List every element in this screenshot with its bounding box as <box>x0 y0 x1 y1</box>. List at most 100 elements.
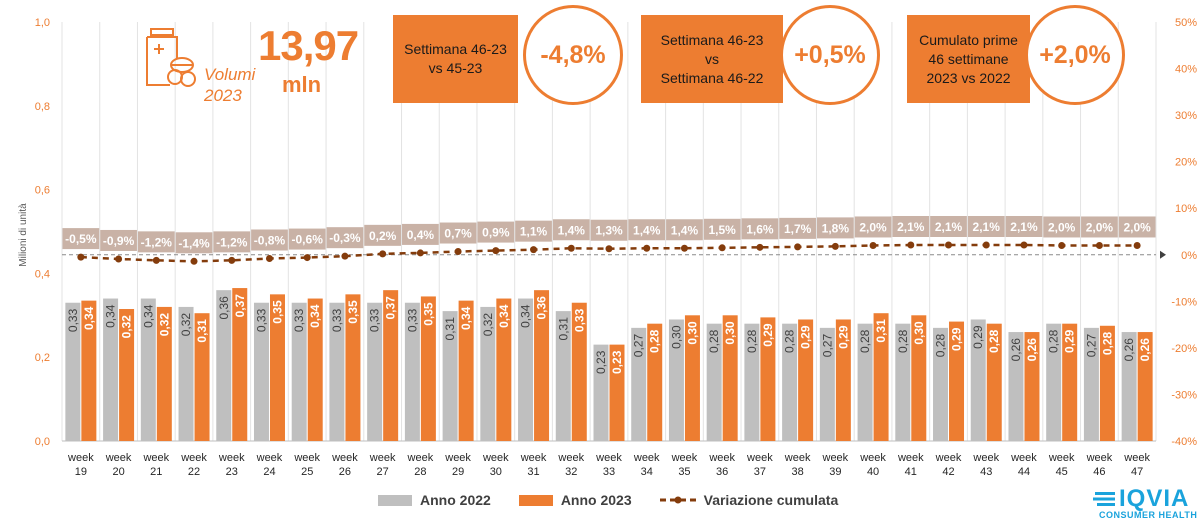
cumulative-point <box>416 249 424 257</box>
bar-label-2023: 0,37 <box>384 296 398 320</box>
cumulative-point <box>794 243 802 251</box>
cumulative-point <box>492 247 500 255</box>
x-tick-label-top: week <box>407 452 434 464</box>
cumulative-labels: -0,5% -0,9% -1,2% -1,4% -1,2% -0,8% -0,6% -0,3%… <box>62 216 1156 254</box>
cumulative-label-bg <box>175 232 213 254</box>
x-tick-label-top: week <box>671 452 698 464</box>
bar-2023 <box>81 300 97 441</box>
cumulative-label-bg <box>1081 216 1118 238</box>
x-tick-label-bottom: 33 <box>603 466 615 478</box>
cumulative-point <box>718 244 726 252</box>
cumulative-label-bg <box>515 220 552 242</box>
bar-label-2022: 0,36 <box>217 296 231 320</box>
zero-arrow-icon <box>1160 250 1166 259</box>
bar-labels: 0,33 0,34 0,34 0,32 0,34 0,32 0,32 0,310,36 0,37… <box>66 294 1152 374</box>
bar-2023 <box>383 290 399 441</box>
cumulative-point <box>907 241 915 249</box>
bar-2022 <box>1046 323 1062 441</box>
y2-tick-label: 30% <box>1175 110 1197 122</box>
x-tick-label-bottom: 36 <box>716 466 728 478</box>
bar-label-2023: 0,31 <box>195 319 209 343</box>
bar-label-2022: 0,23 <box>594 350 608 374</box>
cumulative-point <box>605 245 613 253</box>
cumulative-point <box>152 256 160 264</box>
bar-2023 <box>496 298 512 441</box>
bar-label-2023: 0,32 <box>120 315 134 339</box>
y2-tick-label: 50% <box>1175 17 1197 29</box>
bar-label-2023: 0,29 <box>950 327 964 351</box>
cumulative-point <box>756 243 764 251</box>
iqvia-logo: IQVIA CONSUMER HEALTH <box>1093 487 1197 520</box>
cumulative-point <box>303 254 311 262</box>
cumulative-label: 0,2% <box>369 229 397 243</box>
x-tick-label-bottom: 28 <box>414 466 426 478</box>
x-tick-label-bottom: 27 <box>377 466 389 478</box>
bar-label-2023: 0,28 <box>648 329 662 353</box>
logo-name: IQVIA <box>1093 487 1197 511</box>
bar-label-2022: 0,34 <box>519 304 533 328</box>
legend-swatch <box>378 494 412 506</box>
cumulative-label-bg <box>967 216 1005 238</box>
cumulative-point <box>1095 241 1103 249</box>
bar-2023 <box>534 290 550 441</box>
kpi-text-line: Settimana 46-23 <box>404 41 507 57</box>
y2-tick-label: -40% <box>1171 436 1197 448</box>
x-tick-label-bottom: 47 <box>1131 466 1143 478</box>
legend-label: Variazione cumulata <box>703 492 839 508</box>
bar-2022 <box>442 311 458 441</box>
cumulative-point <box>265 255 273 263</box>
bar-2023 <box>458 300 474 441</box>
y2-tick-label: 10% <box>1175 203 1197 215</box>
x-tick-label-top: week <box>293 452 320 464</box>
x-tick-label-bottom: 23 <box>226 466 238 478</box>
bar-label-2022: 0,28 <box>896 329 910 353</box>
bar-2023 <box>232 288 248 441</box>
iqvia-logo-icon <box>1093 492 1115 506</box>
kpi-text-line: 46 settimane <box>928 50 1009 67</box>
bar-label-2022: 0,27 <box>632 334 646 358</box>
kpi-box-cumulative: Cumulato prime 46 settimane 2023 vs 2022… <box>907 5 1125 105</box>
bar-label-2023: 0,30 <box>723 321 737 345</box>
bar-label-2022: 0,28 <box>1047 329 1061 353</box>
cumulative-label: 2,0% <box>859 220 887 234</box>
cumulative-point <box>643 244 651 252</box>
cumulative-label: -1,2% <box>141 235 173 249</box>
bar-label-2023: 0,23 <box>610 350 624 374</box>
bar-2023 <box>420 296 436 441</box>
bar-label-2023: 0,30 <box>912 321 926 345</box>
kpi-text-line: Settimana 46-22 <box>660 69 764 86</box>
y-tick-label: 0,4 <box>35 268 50 280</box>
kpi-text: Settimana 46-23 vs Settimana 46-22 <box>641 15 783 103</box>
cumulative-point <box>77 253 85 261</box>
x-tick-label-top: week <box>1123 452 1150 464</box>
x-tick-label-bottom: 25 <box>301 466 313 478</box>
x-tick-label-top: week <box>784 452 811 464</box>
bar-2023 <box>722 315 738 441</box>
bar-2022 <box>216 290 232 441</box>
cumulative-point <box>567 244 575 252</box>
cumulative-label: -0,8% <box>254 234 286 248</box>
x-tick-label-top: week <box>633 452 660 464</box>
bar-label-2022: 0,26 <box>1009 338 1023 362</box>
x-tick-label-bottom: 46 <box>1093 466 1105 478</box>
cumulative-label-bg <box>552 219 590 241</box>
bar-label-2022: 0,31 <box>443 317 457 341</box>
cumulative-label: 1,4% <box>558 223 586 237</box>
x-tick-label-bottom: 45 <box>1056 466 1068 478</box>
cumulative-label-bg <box>892 216 930 238</box>
cumulative-line <box>77 241 1141 265</box>
bar-2023 <box>873 313 889 441</box>
x-tick-label-bottom: 26 <box>339 466 351 478</box>
kpi-text: Settimana 46-23 vs 45-23 <box>393 15 518 103</box>
x-tick-label-bottom: 34 <box>641 466 653 478</box>
bar-2022 <box>1121 332 1137 441</box>
x-tick-label-top: week <box>105 452 132 464</box>
cumulative-point <box>680 244 688 252</box>
cumulative-point <box>1133 241 1141 249</box>
cumulative-label-bg <box>439 222 477 244</box>
bar-2022 <box>895 323 911 441</box>
bar-label-2023: 0,34 <box>459 306 473 330</box>
x-tick-label-top: week <box>482 452 509 464</box>
kpi-text-line: vs 45-23 <box>428 60 483 76</box>
x-tick-label-top: week <box>256 452 283 464</box>
